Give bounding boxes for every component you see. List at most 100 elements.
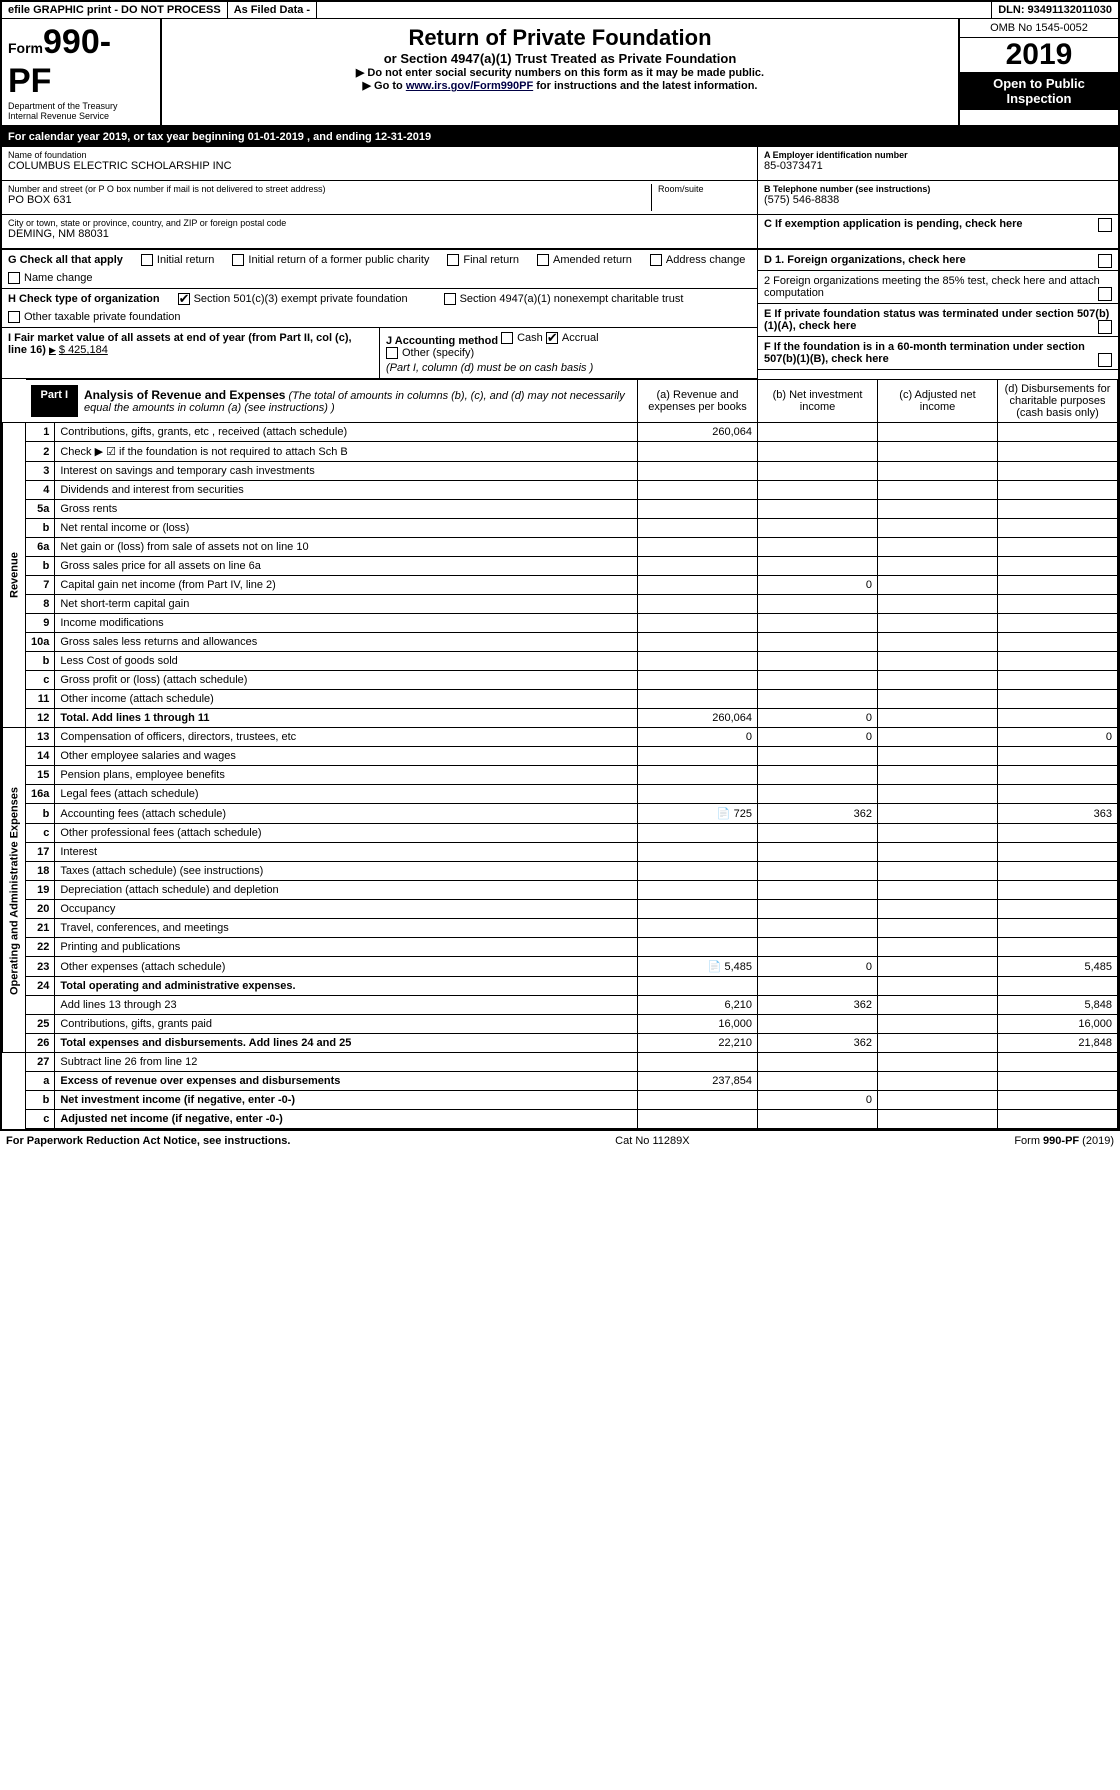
col-b-value <box>758 557 878 576</box>
col-c-value <box>878 481 998 500</box>
g-amended-checkbox[interactable] <box>537 254 549 266</box>
col-d-value <box>998 462 1118 481</box>
form-prefix: Form <box>8 40 43 56</box>
irs-link[interactable]: www.irs.gov/Form990PF <box>406 80 533 92</box>
g-name-checkbox[interactable] <box>8 272 20 284</box>
col-d-value: 5,848 <box>998 996 1118 1015</box>
pending-checkbox[interactable] <box>1098 218 1112 232</box>
page-footer: For Paperwork Reduction Act Notice, see … <box>0 1131 1120 1151</box>
g-former-checkbox[interactable] <box>232 254 244 266</box>
col-c-value <box>878 1015 998 1034</box>
line-description: Add lines 13 through 23 <box>55 996 638 1015</box>
h-opt-3: Other taxable private foundation <box>24 311 181 323</box>
f-checkbox[interactable] <box>1098 353 1112 367</box>
form-container: efile GRAPHIC print - DO NOT PROCESS As … <box>0 0 1120 1131</box>
line-number: 20 <box>26 900 55 919</box>
col-b-value <box>758 690 878 709</box>
table-row: bNet investment income (if negative, ent… <box>3 1091 1118 1110</box>
e-label: E If private foundation status was termi… <box>764 308 1109 332</box>
col-b-value <box>758 1072 878 1091</box>
col-d-value <box>998 977 1118 996</box>
col-a-value <box>638 671 758 690</box>
col-c-value <box>878 728 998 747</box>
col-d-value <box>998 652 1118 671</box>
col-c-value <box>878 442 998 462</box>
j-cash: Cash <box>517 332 543 344</box>
col-b-value: 0 <box>758 709 878 728</box>
col-b-value <box>758 747 878 766</box>
table-row: 19Depreciation (attach schedule) and dep… <box>3 881 1118 900</box>
line-number: 25 <box>26 1015 55 1034</box>
d1-cell: D 1. Foreign organizations, check here <box>758 250 1118 271</box>
h-4947-checkbox[interactable] <box>444 293 456 305</box>
line-number <box>26 996 55 1015</box>
line-description: Total operating and administrative expen… <box>55 977 638 996</box>
table-row: Revenue1Contributions, gifts, grants, et… <box>3 423 1118 442</box>
g-final-checkbox[interactable] <box>447 254 459 266</box>
line-number: 18 <box>26 862 55 881</box>
col-a-value <box>638 690 758 709</box>
city-label: City or town, state or province, country… <box>8 218 751 228</box>
h-other-checkbox[interactable] <box>8 311 20 323</box>
d2-checkbox[interactable] <box>1098 287 1112 301</box>
col-c-value <box>878 766 998 785</box>
line-number: 5a <box>26 500 55 519</box>
g-initial-checkbox[interactable] <box>141 254 153 266</box>
instr-1: ▶ Do not enter social security numbers o… <box>168 66 952 79</box>
table-row: bAccounting fees (attach schedule) 📄 725… <box>3 804 1118 824</box>
col-d-value <box>998 1110 1118 1129</box>
col-b-value <box>758 938 878 957</box>
dln-number: DLN: 93491132011030 <box>992 2 1118 18</box>
line-description: Less Cost of goods sold <box>55 652 638 671</box>
city-cell: City or town, state or province, country… <box>2 215 758 249</box>
line-description: Printing and publications <box>55 938 638 957</box>
table-row: Operating and Administrative Expenses13C… <box>3 728 1118 747</box>
h-501c3-checkbox[interactable] <box>178 293 190 305</box>
table-row: 10aGross sales less returns and allowanc… <box>3 633 1118 652</box>
col-a-value <box>638 919 758 938</box>
j-other-checkbox[interactable] <box>386 347 398 359</box>
table-row: 8Net short-term capital gain <box>3 595 1118 614</box>
table-row: 18Taxes (attach schedule) (see instructi… <box>3 862 1118 881</box>
col-c-value <box>878 957 998 977</box>
line-number: a <box>26 1072 55 1091</box>
form-header: Form990-PF Department of the Treasury In… <box>2 19 1118 127</box>
cal-begin: 01-01-2019 <box>248 131 304 143</box>
col-c-value <box>878 938 998 957</box>
d1-checkbox[interactable] <box>1098 254 1112 268</box>
operating-and-administrative-expenses-side-label: Operating and Administrative Expenses <box>3 728 26 1053</box>
g-opt-2: Final return <box>463 254 519 266</box>
col-b-value: 362 <box>758 804 878 824</box>
col-a-value <box>638 1053 758 1072</box>
attachment-icon[interactable]: 📄 <box>708 961 722 973</box>
col-c-value <box>878 862 998 881</box>
col-c-value <box>878 423 998 442</box>
ein-label: A Employer identification number <box>764 150 1112 160</box>
j-cash-checkbox[interactable] <box>501 332 513 344</box>
g-label: G Check all that apply <box>8 254 123 266</box>
top-spacer <box>317 2 992 18</box>
line-number: b <box>26 557 55 576</box>
col-c-value <box>878 1034 998 1053</box>
part1-table: Part I Analysis of Revenue and Expenses … <box>2 379 1118 1129</box>
attachment-icon[interactable]: 📄 <box>717 808 731 820</box>
line-number: b <box>26 652 55 671</box>
line-number: 9 <box>26 614 55 633</box>
g-address-checkbox[interactable] <box>650 254 662 266</box>
line-description: Net gain or (loss) from sale of assets n… <box>55 538 638 557</box>
line-number: 11 <box>26 690 55 709</box>
col-a-value: 6,210 <box>638 996 758 1015</box>
table-row: cAdjusted net income (if negative, enter… <box>3 1110 1118 1129</box>
col-c-value <box>878 614 998 633</box>
col-b-value <box>758 977 878 996</box>
col-c-value <box>878 519 998 538</box>
foundation-name-cell: Name of foundation COLUMBUS ELECTRIC SCH… <box>2 147 758 181</box>
addr-label: Number and street (or P O box number if … <box>8 184 651 194</box>
col-c-value <box>878 881 998 900</box>
line-number: 2 <box>26 442 55 462</box>
line-number: c <box>26 1110 55 1129</box>
efile-notice: efile GRAPHIC print - DO NOT PROCESS <box>2 2 228 18</box>
e-checkbox[interactable] <box>1098 320 1112 334</box>
j-accrual-checkbox[interactable] <box>546 332 558 344</box>
col-c-value <box>878 595 998 614</box>
